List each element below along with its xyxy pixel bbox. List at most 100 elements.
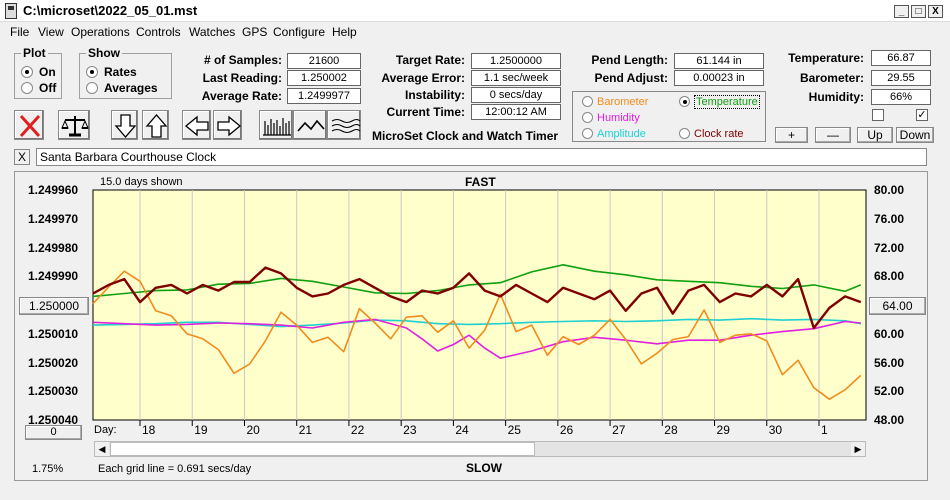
menu-controls[interactable]: Controls — [136, 25, 181, 39]
right-tick-label: 60.00 — [874, 326, 905, 341]
pend-length-value[interactable]: 61.144 in — [674, 53, 764, 69]
down-button[interactable]: Down — [896, 127, 934, 143]
option-amplitude-label: Amplitude — [597, 128, 646, 140]
right-tick-label: 52.00 — [874, 384, 905, 399]
show-rates-radio[interactable]: Rates — [86, 65, 137, 79]
pend-adjust-label: Pend Adjust: — [594, 71, 668, 85]
bar-graph-button[interactable] — [259, 110, 293, 140]
radio-icon — [86, 82, 98, 94]
menu-configure[interactable]: Configure — [273, 25, 326, 39]
close-button[interactable]: X — [928, 5, 943, 18]
left-tick-label: 1.249970 — [28, 211, 79, 226]
balance-button[interactable] — [58, 110, 90, 140]
minimize-button[interactable]: _ — [894, 5, 909, 18]
menu-view[interactable]: View — [38, 25, 64, 39]
scroll-left-arrow-icon[interactable]: ◀ — [95, 442, 109, 456]
instability-value: 0 secs/day — [471, 87, 561, 103]
watch-name-field[interactable]: Santa Barbara Courthouse Clock — [36, 148, 927, 166]
center-temp-button[interactable]: 64.00 — [869, 297, 926, 315]
left-tick-label: 1.249990 — [28, 269, 79, 284]
x-tick-label: 1 — [820, 423, 828, 437]
plot-off-radio[interactable]: Off — [21, 81, 56, 95]
arrow-up-icon — [145, 114, 168, 138]
plot-on-radio[interactable]: On — [21, 65, 56, 79]
right-tick-label: 80.00 — [874, 183, 905, 197]
right-tick-label: 72.00 — [874, 240, 905, 255]
menu-operations[interactable]: Operations — [71, 25, 130, 39]
x-tick-label: 24 — [455, 423, 469, 437]
option-barometer-label: Barometer — [597, 96, 649, 108]
radio-icon — [582, 128, 593, 139]
radio-selected-icon — [86, 66, 98, 78]
last-reading-value: 1.250002 — [287, 70, 361, 86]
plot-group: Plot On Off — [14, 46, 62, 99]
line-graph-button[interactable] — [293, 110, 327, 140]
time-scrollbar[interactable]: ◀ ▶ — [94, 441, 866, 457]
option-barometer[interactable]: Barometer — [582, 96, 648, 108]
menu-help[interactable]: Help — [332, 25, 357, 39]
maximize-button[interactable]: □ — [911, 5, 926, 18]
close-watch-button[interactable]: X — [14, 149, 30, 165]
smooth-graph-button[interactable] — [327, 110, 361, 140]
left-tick-label: 1.250020 — [28, 355, 79, 370]
bar-graph-icon — [263, 118, 291, 136]
slow-label: SLOW — [466, 461, 502, 475]
app-icon[interactable] — [5, 3, 17, 19]
arrow-down-icon — [114, 114, 137, 138]
menu-file[interactable]: File — [10, 25, 30, 39]
show-averages-radio[interactable]: Averages — [86, 81, 158, 95]
menu-watches[interactable]: Watches — [189, 25, 236, 39]
radio-icon — [21, 82, 33, 94]
humidity-label: Humidity: — [808, 90, 864, 104]
current-time-label: Current Time: — [386, 105, 465, 119]
radio-selected-icon — [679, 96, 690, 107]
x-tick-label: 23 — [403, 423, 417, 437]
option-temperature[interactable]: Temperature — [679, 95, 760, 109]
option-temperature-label: Temperature — [694, 95, 760, 109]
fast-label: FAST — [465, 175, 496, 189]
left-tick-label: 1.250030 — [28, 384, 79, 399]
days-shown-label: 15.0 days shown — [100, 176, 183, 188]
avg-rate-value: 1.2499977 — [287, 88, 361, 104]
pend-adjust-value[interactable]: 0.00023 in — [674, 70, 764, 86]
samples-value: 21600 — [287, 53, 361, 69]
checkbox-2[interactable]: ✓ — [916, 109, 928, 121]
x-tick-label: 26 — [559, 423, 574, 437]
center-rate-button[interactable]: 1.250000 — [19, 297, 89, 315]
right-tick-label: 48.00 — [874, 413, 905, 427]
x-tick-label: 21 — [298, 423, 313, 437]
minus-button[interactable]: — — [815, 127, 851, 143]
arrow-right-icon — [217, 115, 242, 137]
shift-up-button[interactable] — [142, 110, 169, 140]
barometer-value: 29.55 — [871, 70, 931, 86]
avg-rate-label: Average Rate: — [201, 89, 282, 103]
checkbox-1[interactable] — [872, 109, 884, 121]
zero-button[interactable]: 0 — [25, 425, 82, 440]
left-tick-label: 1.249980 — [28, 240, 79, 255]
avg-error-label: Average Error: — [381, 71, 465, 85]
humidity-value: 66% — [871, 89, 931, 105]
option-amplitude[interactable]: Amplitude — [582, 128, 646, 140]
x-tick-label: 29 — [716, 423, 730, 437]
clear-button[interactable] — [14, 110, 44, 140]
scrollbar-thumb[interactable] — [110, 442, 535, 456]
scroll-right-arrow-icon[interactable]: ▶ — [851, 442, 865, 456]
scroll-left-button[interactable] — [182, 110, 211, 140]
shift-down-button[interactable] — [111, 110, 138, 140]
scroll-right-button[interactable] — [213, 110, 242, 140]
barometer-label: Barometer: — [799, 71, 864, 85]
target-rate-value[interactable]: 1.2500000 — [471, 53, 561, 69]
percent-label: 1.75% — [32, 463, 64, 475]
menu-gps[interactable]: GPS — [242, 25, 268, 39]
balance-scale-icon — [61, 116, 89, 137]
instability-label: Instability: — [404, 88, 465, 102]
current-time-value: 12:00:12 AM — [471, 104, 561, 120]
option-humidity[interactable]: Humidity — [582, 112, 640, 124]
option-clock-rate[interactable]: Clock rate — [679, 128, 744, 140]
right-tick-label: 68.00 — [874, 269, 905, 284]
x-tick-label: 28 — [664, 423, 678, 437]
menu-bar: File View Operations Controls Watches GP… — [0, 23, 950, 41]
x-tick-label: 18 — [142, 423, 156, 437]
plus-button[interactable]: + — [775, 127, 808, 143]
up-button[interactable]: Up — [857, 127, 893, 143]
